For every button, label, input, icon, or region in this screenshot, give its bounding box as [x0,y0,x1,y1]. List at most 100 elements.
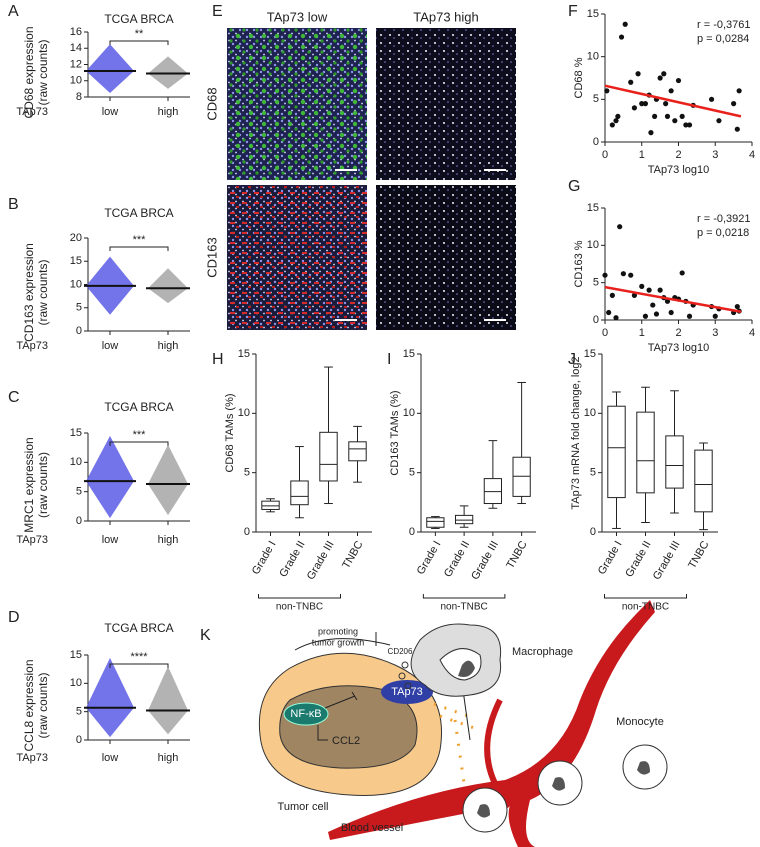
point [716,118,722,124]
point [679,113,685,119]
x-tick-label: 2 [675,149,681,161]
y-tick-label: 10 [238,407,250,419]
promote-arrow [294,638,391,651]
y-tick-label: 10 [70,278,82,290]
point [652,113,658,119]
point [606,309,612,316]
significance: *** [133,234,147,246]
group-label: non-TNBC [276,602,323,613]
y-axis-label: MRC1 expression [22,437,36,532]
y-tick-label: 0 [76,515,82,527]
significance: ** [135,28,144,40]
cd206-receptor [398,672,406,680]
box [348,441,367,462]
x-tick-label: 1 [639,149,645,161]
y-tick-label: 5 [593,277,599,289]
significance: *** [133,429,147,441]
group-label: TAp73 [16,752,48,764]
strip-cloud [148,444,188,516]
point [668,88,674,94]
point [664,298,671,304]
point [631,292,638,298]
point [628,79,634,85]
x-tick-label: Grade I [596,539,625,577]
group-bracket [604,594,687,599]
panel-letter: D [8,609,20,626]
y-axis-label: CCL8 expression [22,659,36,751]
panel-letter: G [568,178,580,195]
y-axis-label: CD68 TAMs (%) [224,393,236,472]
x-tick-label: high [158,340,179,352]
y-tick-label: 15 [70,255,82,267]
x-tick-label: Grade III [305,539,337,582]
box [455,514,474,525]
ccl2-gradient [453,719,467,791]
y-tick-label: 0 [593,136,599,148]
y-tick-label: 0 [76,734,82,746]
point [639,101,645,107]
point [617,224,623,230]
y-tick-label: 15 [70,649,82,661]
y-tick-label: 20 [70,232,82,244]
group-bracket [422,594,506,599]
group-label: non-TNBC [622,602,669,613]
diagram-label: Macrophage [512,646,573,658]
nfkb-protein [283,702,329,726]
y-tick-label: 5 [76,706,82,718]
point [604,88,610,94]
y-tick-label: 10 [587,51,599,63]
x-tick-label: 0 [602,327,608,339]
macrophage-core [458,660,475,677]
cd206-receptor [401,661,409,669]
box [607,405,626,499]
y-tick-label: 12 [70,58,82,70]
diagram-label: TAp73 [391,686,423,698]
point [672,118,678,124]
diagram-label: promoting [318,626,358,636]
point [734,303,740,310]
y-tick-label: 8 [76,91,82,103]
cd206-receptor [404,682,412,690]
box [426,517,445,528]
point [628,272,634,278]
diagram-label: CD206 [388,647,413,656]
micrograph [227,28,367,180]
point [653,311,660,317]
annotation: p = 0,0284 [697,33,749,45]
y-tick-label: 10 [584,407,596,419]
point [635,71,641,77]
x-tick-label: 1 [639,327,645,339]
significance-bracket [109,441,169,446]
y-axis-label: (raw counts) [36,452,50,518]
box [319,431,338,482]
group-label: TAp73 [16,340,48,352]
diagram-label: tumor growth [312,637,365,647]
diagram-label: Blood vessel [341,822,403,834]
y-tick-label: 10 [70,456,82,468]
x-axis-label: TAp73 log10 [648,164,710,176]
monocyte-nucleus [637,761,650,775]
y-tick-label: 0 [409,526,415,538]
point [683,122,689,128]
point [686,313,693,319]
chart-title: TCGA BRCA [104,12,173,26]
fit-line [604,285,742,314]
point [736,88,742,94]
point [712,313,718,319]
monocyte-nucleus [552,777,565,791]
group-label: TAp73 [16,534,48,546]
y-axis-label: CD68 % [573,57,585,98]
x-tick-label: 0 [602,149,608,161]
significance: **** [130,651,148,663]
point [664,113,671,119]
box [665,435,684,489]
point [734,126,740,132]
y-tick-label: 5 [76,302,82,314]
x-tick-label: 4 [749,327,755,339]
panel-letter: J [568,351,576,368]
x-tick-label: 3 [712,149,718,161]
y-tick-label: 5 [76,486,82,498]
y-tick-label: 10 [70,677,82,689]
point [731,101,737,107]
